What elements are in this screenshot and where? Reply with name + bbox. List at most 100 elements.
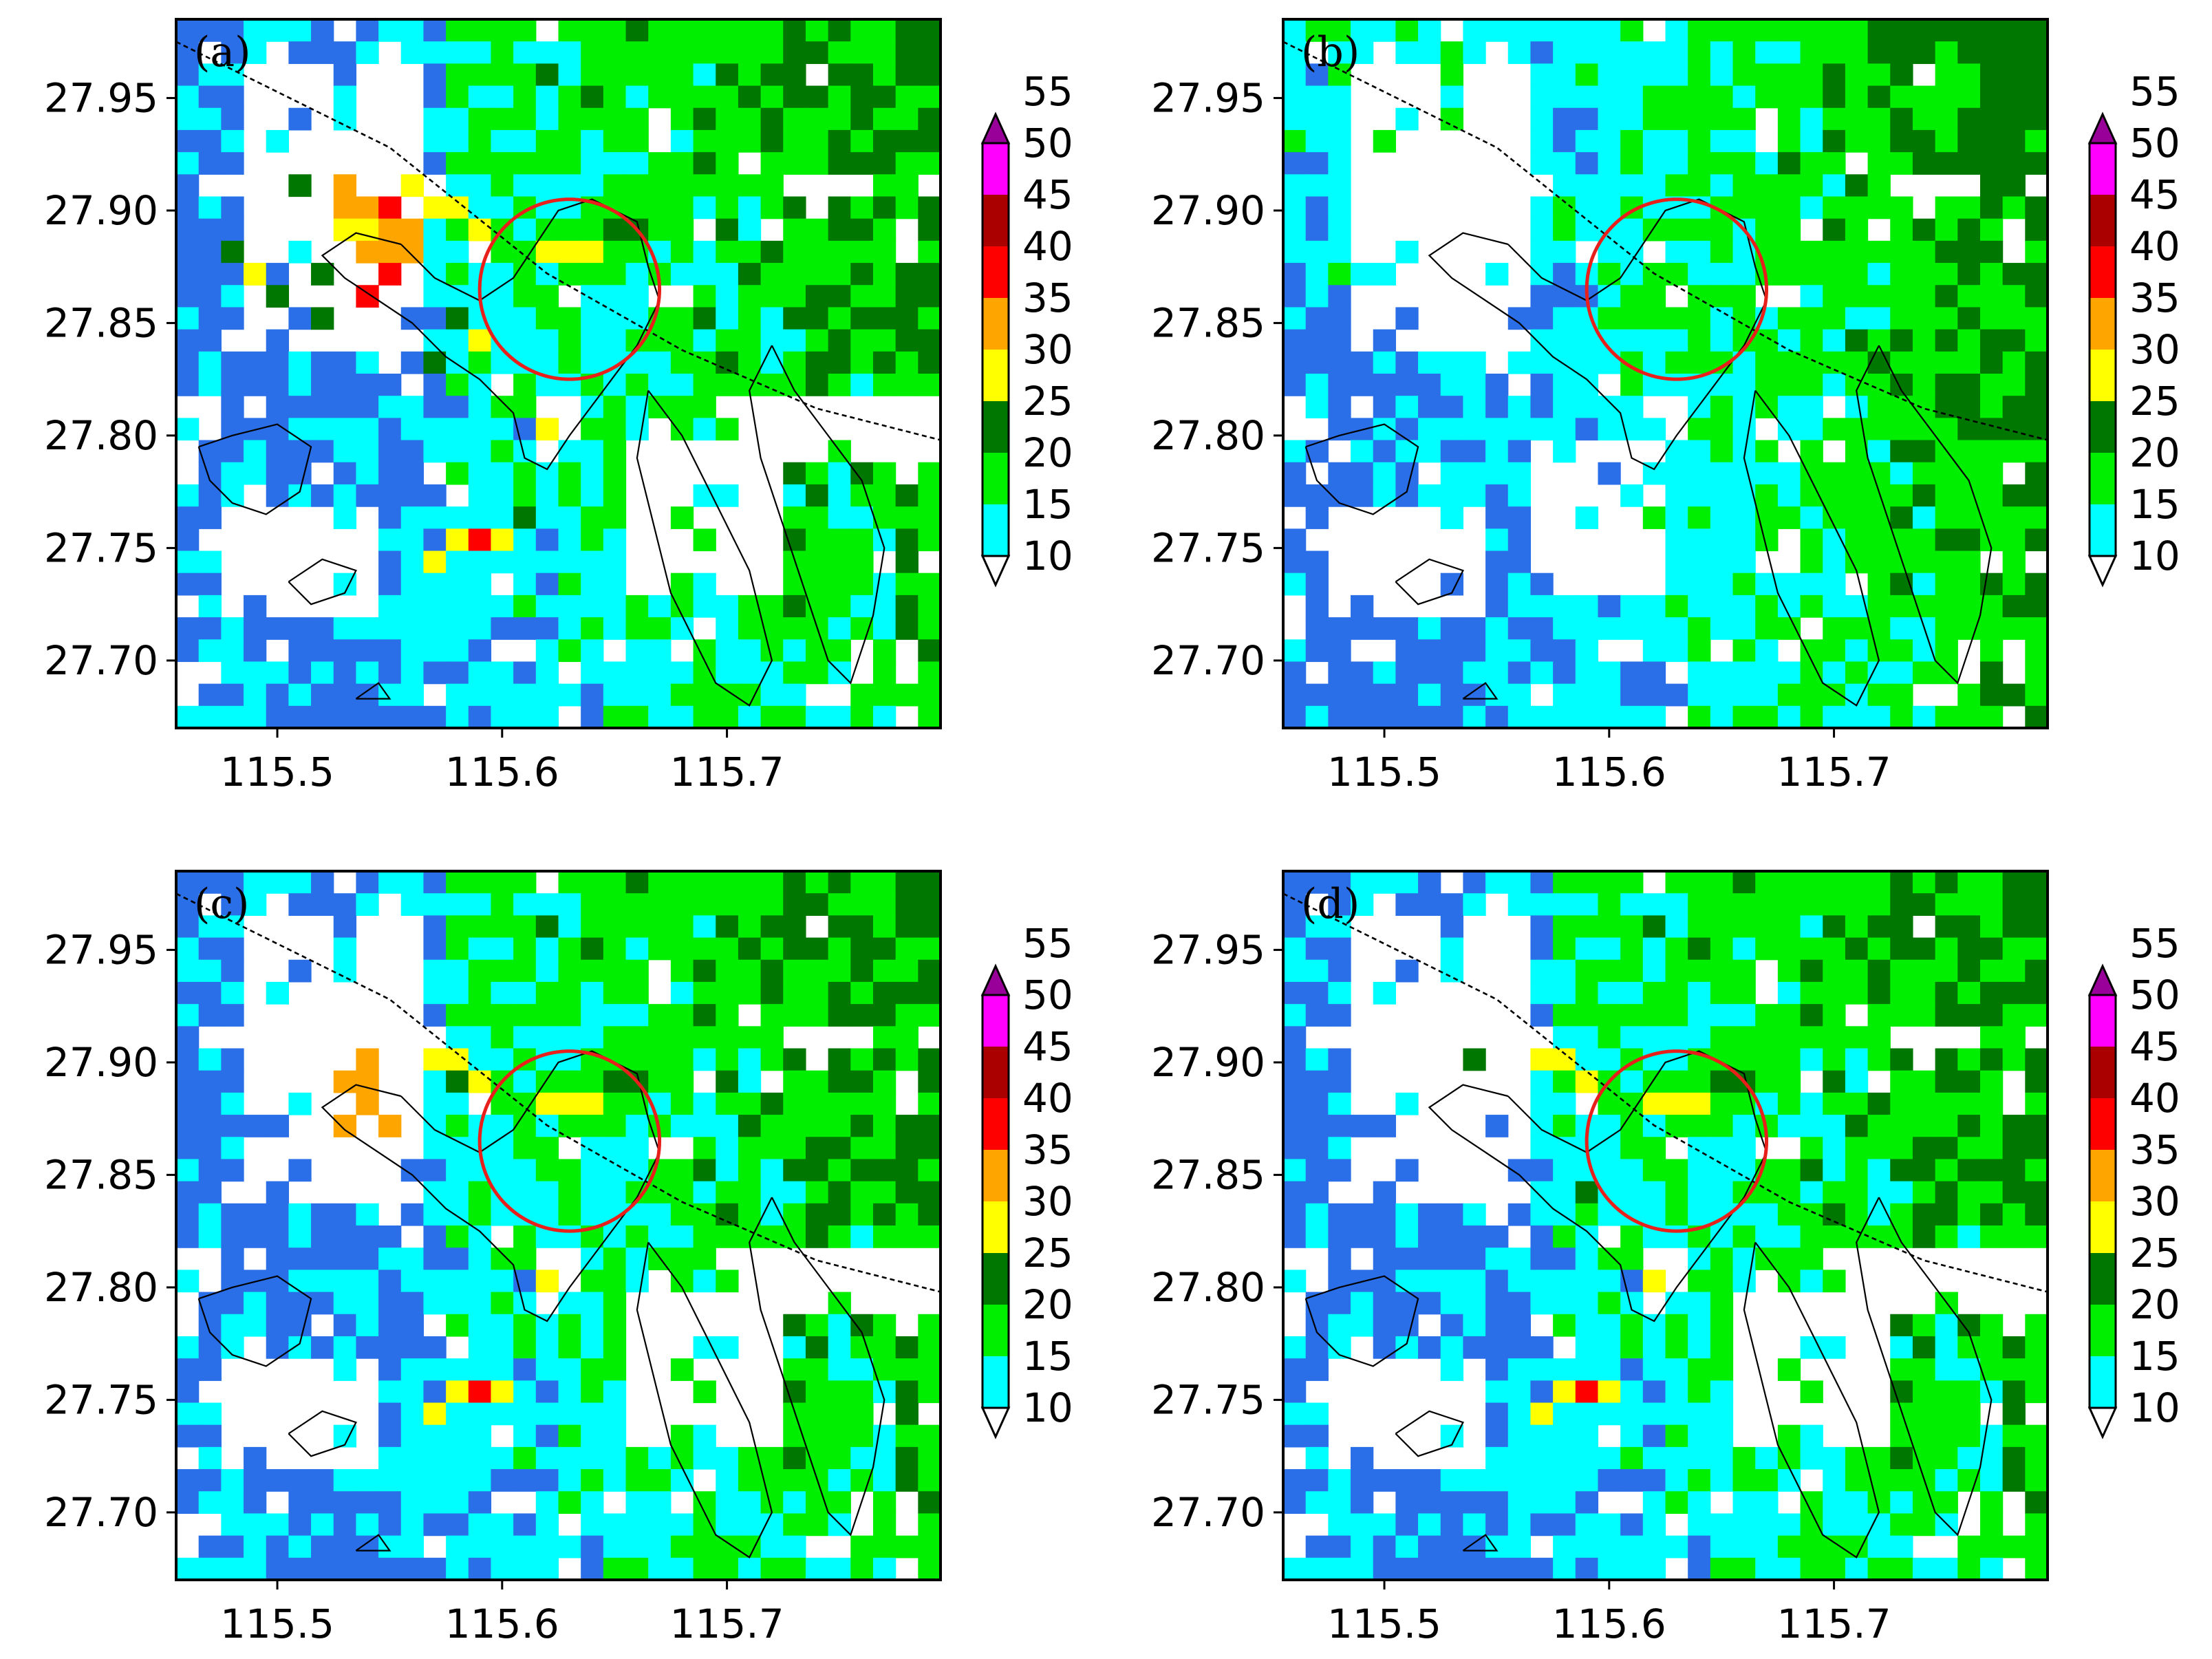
heatmap-cell [1732, 572, 1756, 596]
heatmap-cell [333, 1491, 357, 1514]
heatmap-cell [491, 41, 514, 64]
heatmap-cell [1418, 639, 1441, 663]
heatmap-cell [1575, 351, 1599, 374]
heatmap-cell [828, 1225, 851, 1248]
heatmap-cell [738, 683, 762, 707]
heatmap-cell [1755, 152, 1779, 175]
heatmap-cell [850, 351, 874, 374]
heatmap-cell [1530, 1446, 1554, 1470]
heatmap-cell [400, 1469, 425, 1492]
heatmap-cell [1845, 1181, 1869, 1204]
heatmap-cell [244, 1225, 267, 1248]
heatmap-cell [918, 1159, 941, 1182]
heatmap-cell [1553, 1402, 1576, 1426]
heatmap-cell [716, 1469, 739, 1492]
heatmap-cell [872, 981, 896, 1005]
heatmap-cell [1553, 1248, 1576, 1270]
heatmap-cell [850, 1181, 874, 1204]
heatmap-cell [468, 550, 492, 574]
heatmap-cell [1688, 351, 1711, 374]
terrain-contour [636, 389, 773, 707]
heatmap-cell [513, 1513, 537, 1537]
heatmap-cell [716, 1181, 739, 1204]
heatmap-cell [693, 1159, 716, 1182]
heatmap-cell [468, 1491, 492, 1514]
heatmap-cell [333, 1557, 357, 1580]
heatmap-cell [603, 1292, 627, 1315]
heatmap-cell [895, 1358, 919, 1381]
heatmap-cell [333, 107, 357, 131]
heatmap-cell [2025, 1225, 2048, 1248]
heatmap-cell [378, 263, 402, 286]
heatmap-cell [1440, 107, 1464, 131]
y-tick-label: 27.85 [44, 299, 158, 346]
heatmap-cell [1373, 1469, 1396, 1492]
heatmap-cell [1283, 937, 1307, 961]
heatmap-cell [468, 1557, 492, 1580]
heatmap-cell [1732, 285, 1756, 308]
heatmap-cell [198, 595, 222, 618]
heatmap-cell [1507, 871, 1532, 894]
heatmap-cell [760, 915, 784, 939]
heatmap-cell [1800, 550, 1823, 574]
heatmap-cell [1957, 85, 1981, 109]
heatmap-cell [1328, 959, 1351, 983]
heatmap-cell [783, 19, 806, 42]
heatmap-cell [603, 937, 627, 961]
heatmap-cell [1440, 661, 1464, 685]
heatmap-cell [1305, 329, 1329, 352]
heatmap-cell [2025, 981, 2048, 1005]
heatmap-cell [1328, 1137, 1351, 1160]
heatmap-cell [400, 1358, 425, 1381]
heatmap-cell [1575, 1469, 1599, 1492]
heatmap-cell [716, 63, 739, 87]
heatmap-cell [716, 1026, 739, 1049]
heatmap-cell [1867, 893, 1891, 916]
heatmap-cell [446, 959, 469, 983]
heatmap-cell [2002, 1446, 2026, 1470]
heatmap-cell [1823, 240, 1846, 264]
heatmap-cell [176, 19, 200, 42]
heatmap-cell [1912, 1181, 1936, 1204]
heatmap-cell [805, 1092, 829, 1115]
heatmap-cell [1979, 1203, 2004, 1226]
heatmap-cell [2025, 1181, 2048, 1204]
heatmap-cell [1463, 1513, 1486, 1537]
heatmap-cell [693, 374, 716, 396]
heatmap-cell [1665, 1446, 1688, 1470]
heatmap-cell [558, 218, 581, 242]
heatmap-cell [1575, 85, 1599, 109]
heatmap-cell [1957, 374, 1981, 396]
heatmap-cell [1823, 528, 1846, 552]
heatmap-cell [670, 506, 694, 529]
heatmap-cell [2002, 329, 2026, 352]
heatmap-cell [2025, 1314, 2048, 1337]
heatmap-cell [176, 152, 200, 175]
heatmap-cell [558, 639, 581, 663]
heatmap-cell [783, 1314, 806, 1337]
heatmap-cell [1845, 107, 1869, 131]
heatmap-cell [1800, 85, 1823, 109]
heatmap-cell [1867, 19, 1891, 42]
heatmap-cell [1530, 1203, 1554, 1226]
heatmap-cell [1935, 1115, 1958, 1137]
heatmap-cell [558, 893, 581, 916]
heatmap-cell [1688, 484, 1711, 507]
heatmap-cell [378, 374, 402, 396]
heatmap-cell [1732, 705, 1756, 728]
heatmap-cell [716, 107, 739, 131]
heatmap-cell [1598, 19, 1621, 42]
heatmap-cell [244, 440, 267, 463]
heatmap-cell [1283, 1491, 1307, 1514]
heatmap-cell [581, 63, 604, 87]
heatmap-cell [446, 1026, 469, 1049]
heatmap-cell [783, 1557, 806, 1580]
heatmap-cell [783, 871, 806, 894]
heatmap-cell [1688, 639, 1711, 663]
colorbar-tick-label: 30 [1022, 1178, 1073, 1225]
heatmap-cell [468, 1314, 492, 1337]
heatmap-cell [1418, 871, 1441, 894]
heatmap-cell [1553, 1026, 1576, 1049]
heatmap-cell [1823, 329, 1846, 352]
